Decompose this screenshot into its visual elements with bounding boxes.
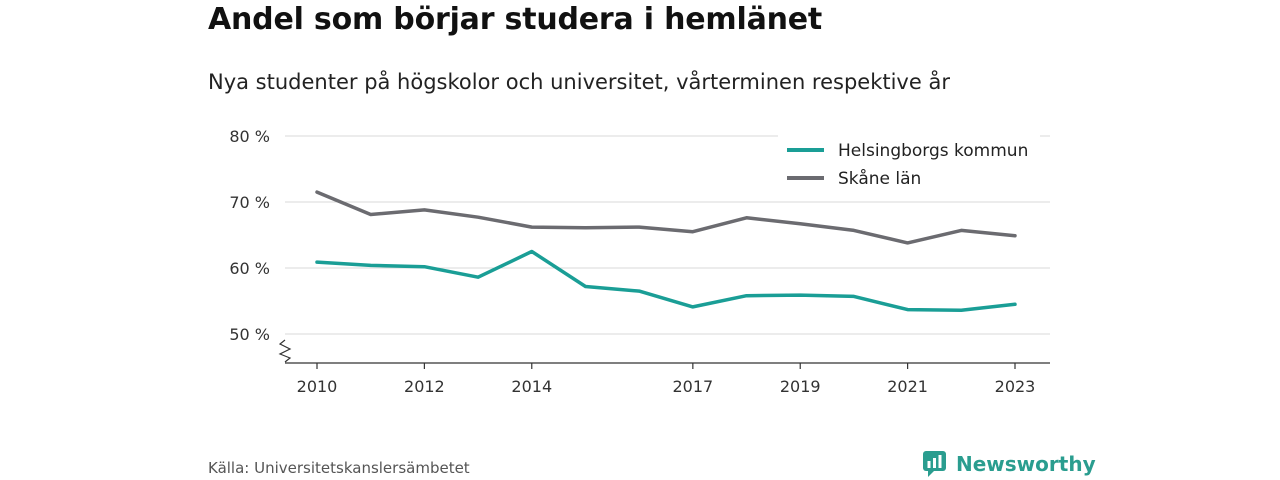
x-tick-label: 2019: [780, 377, 821, 396]
legend-label: Skåne län: [838, 168, 921, 189]
y-tick-label: 70 %: [229, 193, 270, 212]
x-tick-label: 2012: [404, 377, 445, 396]
brand-name: Newsworthy: [956, 452, 1096, 476]
brand-logo: Newsworthy: [922, 450, 1096, 478]
axis-break-icon: [278, 339, 292, 363]
chart-subtitle: Nya studenter på högskolor och universit…: [208, 70, 950, 94]
legend-box: [778, 132, 1040, 194]
y-tick-label: 50 %: [229, 325, 270, 344]
series-line-skane: [315, 190, 1017, 245]
y-tick-label: 60 %: [229, 259, 270, 278]
x-tick-label: 2021: [887, 377, 928, 396]
axes: 50 % 60 % 70 % 80 % 2010 2012 2014 2017 2019 2021…: [229, 127, 1050, 396]
legend: Helsingborgs kommun Skåne län: [778, 132, 1040, 194]
chart-title: Andel som börjar studera i hemlänet: [208, 2, 823, 37]
x-tick-label: 2023: [995, 377, 1036, 396]
source-note: Källa: Universitetskanslersämbetet: [208, 459, 470, 477]
x-tick-label: 2010: [297, 377, 338, 396]
series-line-helsingborg: [315, 249, 1017, 312]
newsworthy-logo-icon: [923, 451, 946, 477]
x-tick-label: 2017: [672, 377, 713, 396]
legend-label: Helsingborgs kommun: [838, 141, 1028, 161]
line-chart: 50 % 60 % 70 % 80 % 2010 2012 2014 2017 2019 2021…: [229, 127, 1050, 396]
x-tick-label: 2014: [511, 377, 552, 396]
y-tick-label: 80 %: [229, 127, 270, 146]
series-lines: [315, 190, 1017, 312]
